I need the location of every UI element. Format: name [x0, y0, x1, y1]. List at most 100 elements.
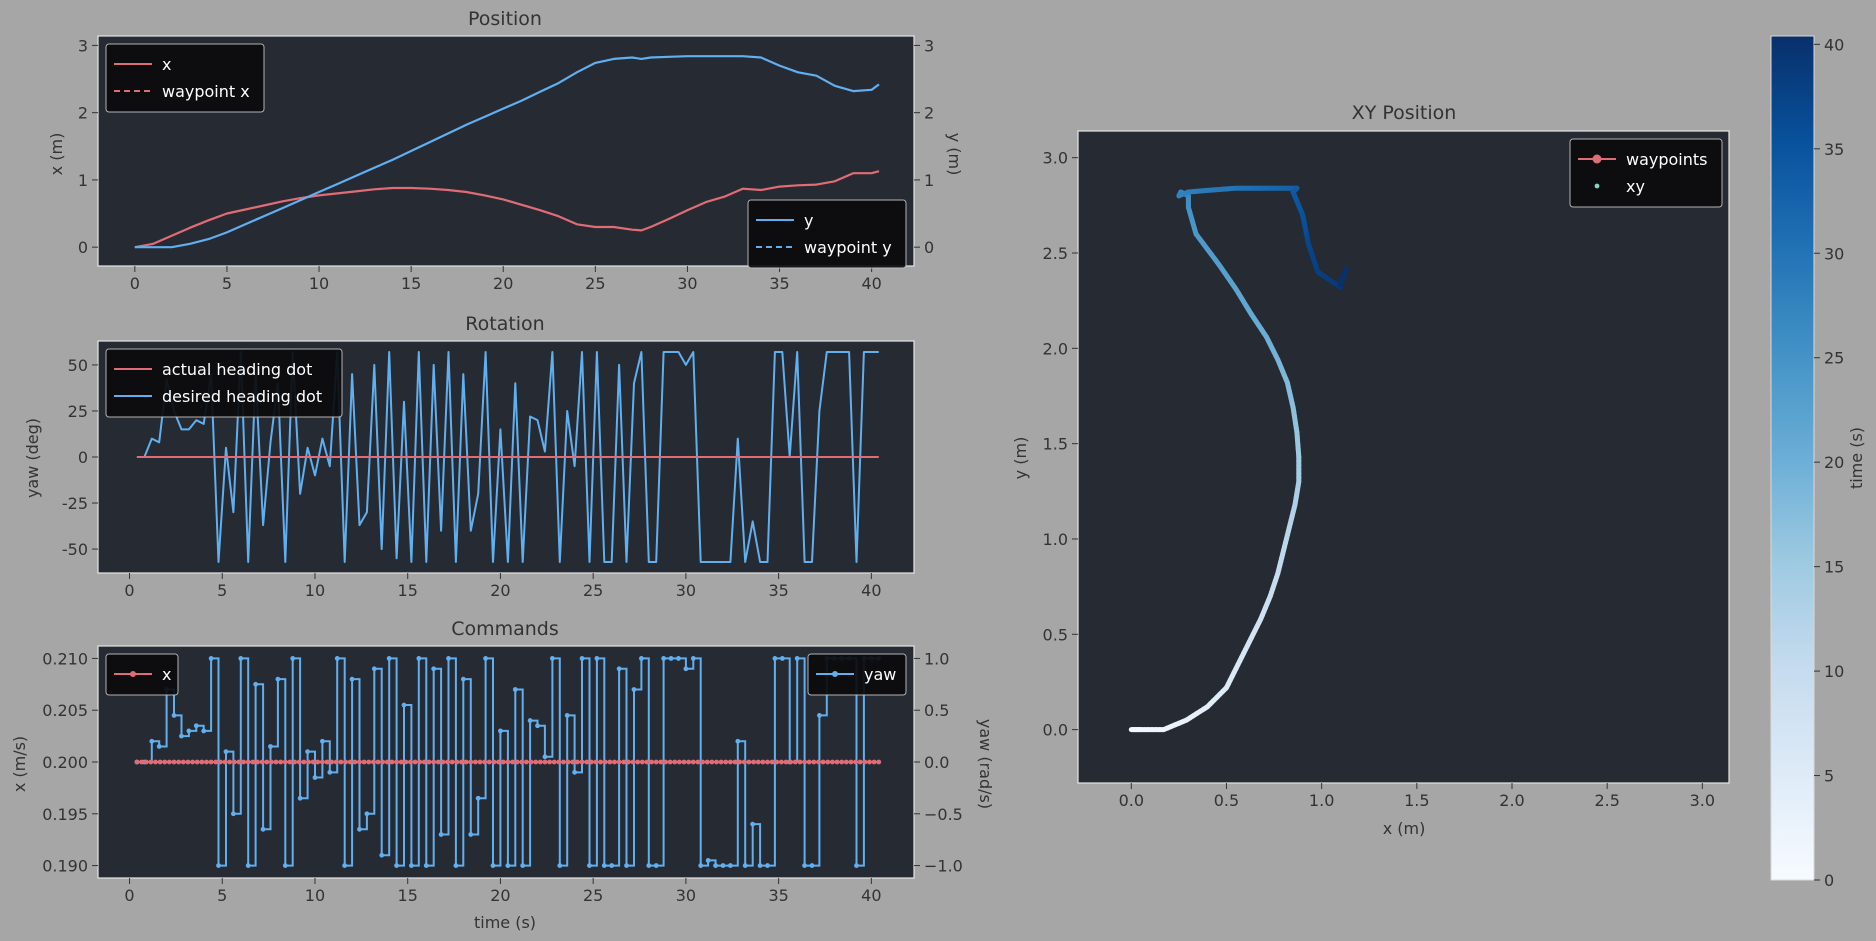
commands-ytick-label-right: 0.5: [924, 701, 949, 720]
commands-yaw-point: [334, 656, 340, 661]
commands-yaw-point: [735, 738, 741, 744]
commands-x-point: [338, 759, 344, 765]
commands-x-point: [635, 759, 641, 765]
commands-x-point: [672, 759, 678, 765]
commands-xtick-label: 15: [398, 886, 418, 905]
position-xtick-label: 20: [493, 274, 513, 293]
commands-x-point: [435, 759, 441, 765]
position-xtick-label: 0: [130, 274, 140, 293]
commands-x-point: [204, 759, 209, 765]
commands-x-point: [616, 759, 622, 765]
commands-yaw-point: [802, 863, 807, 868]
commands-x-point: [658, 759, 664, 765]
rotation-xtick-label: 15: [398, 581, 418, 600]
commands-x-point: [690, 759, 696, 765]
commands-x-point: [384, 759, 390, 765]
commands-x-point: [190, 759, 195, 765]
commands-x-point: [408, 759, 413, 765]
commands-x-point: [834, 759, 840, 765]
commands-x-point: [741, 759, 747, 765]
commands-yaw-point: [357, 826, 362, 832]
commands-x-point: [176, 759, 182, 765]
commands-x-point: [667, 759, 673, 765]
rotation-series-desired-heading-dot: [136, 351, 879, 563]
colorbar-tick-label: 35: [1824, 140, 1844, 159]
commands-x-point: [185, 759, 191, 765]
commands-x-point: [250, 759, 256, 765]
commands-x-point: [653, 759, 659, 765]
commands-yaw-point: [616, 666, 622, 672]
commands-x-point: [843, 759, 849, 765]
position-ytick-label: 0: [78, 238, 88, 257]
commands-yaw-point: [527, 718, 533, 723]
xy-xtick-label: 0.0: [1119, 791, 1144, 810]
position-xtick-label: 25: [585, 274, 605, 293]
commands-x-point: [375, 759, 381, 765]
commands-yaw-point: [468, 832, 474, 837]
commands-yaw-point: [713, 863, 718, 868]
commands-x-point: [389, 759, 395, 765]
commands-xtick-label: 20: [490, 886, 510, 905]
rotation-panel: Rotation yaw (deg) 0 5 10 15 20 25 30 35 40 -50 -2…: [23, 313, 915, 600]
commands-x-point: [357, 759, 362, 765]
commands-x-point: [755, 759, 761, 765]
commands-yaw-point: [349, 676, 355, 682]
commands-x-point: [417, 759, 423, 765]
commands-yaw-point: [728, 863, 733, 868]
commands-ytick-label: 0.205: [42, 701, 88, 720]
commands-x-point: [361, 759, 367, 765]
legend-marker-xy: [1594, 183, 1600, 189]
commands-x-point: [167, 759, 172, 765]
commands-xtick-label: 0: [124, 886, 134, 905]
colorbar-tick-label: 20: [1824, 453, 1844, 472]
commands-x-point: [143, 759, 149, 765]
commands-yaw-point: [305, 749, 310, 755]
commands-yaw-point: [446, 656, 451, 661]
commands-x-point: [612, 759, 617, 765]
commands-x-point: [626, 759, 631, 765]
commands-x-point: [732, 759, 738, 765]
commands-x-point: [412, 759, 418, 765]
commands-x-point: [871, 759, 877, 765]
xy-xtick-label: 2.0: [1499, 791, 1524, 810]
commands-x-point: [306, 759, 311, 765]
commands-yaw-point: [483, 656, 488, 661]
rotation-xtick-label: 40: [861, 581, 881, 600]
colorbar-tick-label: 5: [1824, 767, 1834, 786]
position-ytick-label-right: 1: [924, 171, 934, 190]
commands-x-point: [352, 759, 358, 765]
commands-x-point: [811, 759, 817, 765]
commands-x-point: [486, 759, 492, 765]
commands-x-point: [468, 759, 474, 765]
commands-yaw-point: [757, 863, 763, 868]
commands-x-point: [134, 759, 140, 765]
commands-yaw-point: [156, 744, 162, 749]
position-series-x: [134, 170, 880, 249]
commands-yaw-point: [275, 676, 281, 682]
commands-x-point: [227, 759, 233, 765]
commands-xtick-label: 35: [768, 886, 788, 905]
xy-axes-border: [1077, 130, 1730, 784]
commands-yaw-point: [208, 656, 214, 661]
rotation-ylabel: yaw (deg): [23, 418, 42, 498]
commands-x-point: [728, 759, 733, 765]
commands-x-point: [403, 759, 409, 765]
commands-ytick-label: 0.210: [42, 649, 88, 668]
legend-entry-waypoint-x: waypoint x: [162, 82, 250, 101]
commands-x-point: [231, 759, 237, 765]
commands-xtick-label: 25: [583, 886, 603, 905]
commands-yaw-point: [327, 769, 333, 775]
commands-x-point: [477, 759, 483, 765]
xy-legend-box: [1569, 138, 1723, 208]
commands-x-point: [839, 759, 845, 765]
commands-x-point: [269, 759, 274, 765]
commands-ylabel-right: yaw (rad/s): [976, 719, 995, 809]
commands-ytick-label-right: −1.0: [924, 857, 963, 876]
position-title: Position: [468, 8, 542, 30]
position-series-y: [134, 55, 880, 249]
commands-yaw-point: [809, 863, 815, 868]
commands-yaw-point: [742, 863, 748, 868]
commands-title: Commands: [451, 618, 559, 640]
commands-x-point: [556, 759, 562, 765]
commands-yaw-point: [594, 656, 600, 661]
